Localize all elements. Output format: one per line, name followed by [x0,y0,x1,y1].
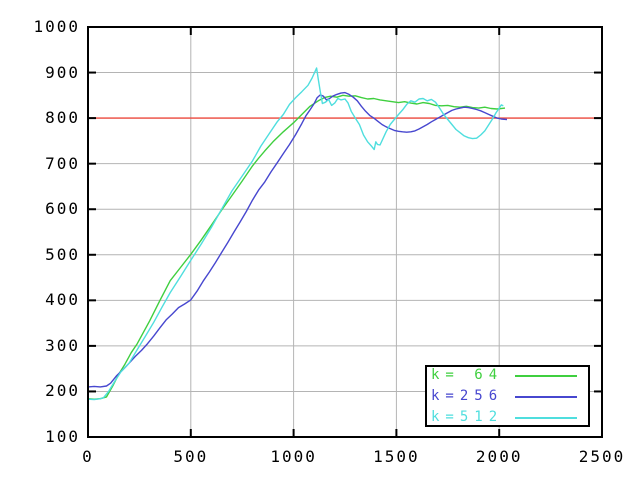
series-line-k256 [87,91,508,388]
plot-border [87,26,603,438]
y-axis-label-900: 900 [45,62,80,82]
y-axis-label-700: 700 [45,153,80,173]
legend-line-sample-k256 [515,396,577,398]
legend-label-k512: k=512 [431,409,504,425]
x-axis-label-500: 500 [173,447,209,466]
series-line-k512 [87,67,504,401]
legend-line-sample-k64 [515,375,577,377]
legend: k= 64 k=256 k=512 [425,365,590,427]
y-axis-label-300: 300 [45,335,80,355]
series-line-k64 [87,94,506,400]
legend-line-sample-k512 [515,417,577,419]
legend-label-k256: k=256 [431,388,504,404]
y-axis-label-100: 100 [45,427,80,446]
y-axis-label-500: 500 [45,244,80,264]
x-axis-label-1500: 1500 [373,447,420,466]
x-axis-label-2500: 2500 [578,447,626,466]
y-axis-label-200: 200 [45,381,80,401]
y-axis-label-400: 400 [45,290,80,310]
x-axis-label-1000: 1000 [270,447,317,466]
y-axis-label-800: 800 [45,108,80,128]
y-axis-label-600: 600 [45,199,80,219]
legend-label-k64: k= 64 [431,367,504,383]
x-axis-label-0: 0 [82,447,94,466]
y-axis-label-1000: 1000 [33,17,80,36]
x-axis-label-2000: 2000 [475,447,523,466]
